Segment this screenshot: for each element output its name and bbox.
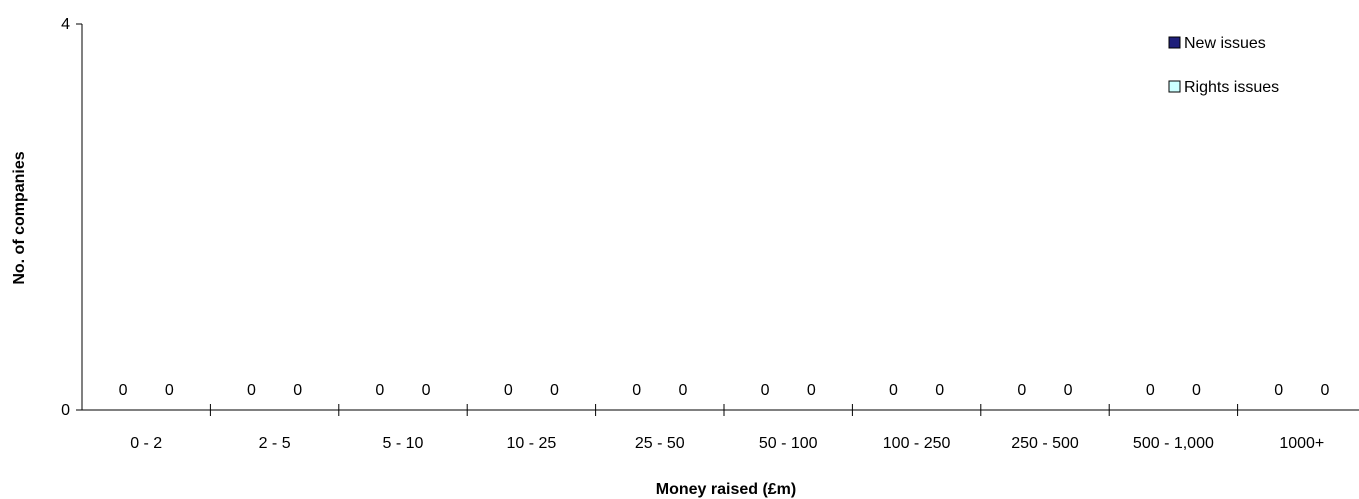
data-label: 0 — [1064, 382, 1073, 399]
x-tick-label: 5 - 10 — [383, 435, 424, 452]
data-label: 0 — [761, 382, 770, 399]
x-tick-label: 100 - 250 — [883, 435, 951, 452]
x-tick-label: 1000+ — [1279, 435, 1324, 452]
data-label: 0 — [550, 382, 559, 399]
y-axis-title: No. of companies — [11, 151, 28, 284]
data-label: 0 — [1274, 382, 1283, 399]
data-label: 0 — [1017, 382, 1026, 399]
legend-swatch — [1168, 36, 1181, 49]
data-label: 0 — [293, 382, 302, 399]
data-label: 0 — [1146, 382, 1155, 399]
data-label: 0 — [119, 382, 128, 399]
data-label: 0 — [807, 382, 816, 399]
y-tick-label: 4 — [61, 16, 70, 33]
x-tick-label: 0 - 2 — [130, 435, 162, 452]
x-tick-label: 250 - 500 — [1011, 435, 1079, 452]
data-label: 0 — [422, 382, 431, 399]
x-axis-title: Money raised (£m) — [656, 481, 796, 498]
data-label: 0 — [504, 382, 513, 399]
legend-swatch — [1168, 80, 1181, 93]
data-label: 0 — [632, 382, 641, 399]
legend-label: Rights issues — [1184, 79, 1279, 96]
x-tick-label: 500 - 1,000 — [1133, 435, 1214, 452]
legend: New issues Rights issues — [1168, 35, 1279, 96]
data-label: 0 — [375, 382, 384, 399]
data-label: 0 — [247, 382, 256, 399]
x-tick-labels-group: 0 - 2 2 - 5 5 - 10 10 - 25 25 - 50 50 - 100 10… — [130, 435, 1324, 452]
legend-label: New issues — [1184, 35, 1266, 52]
x-tick-label: 10 - 25 — [506, 435, 556, 452]
data-label: 0 — [1320, 382, 1329, 399]
y-axis-ticks: 04 — [61, 16, 82, 419]
data-label: 0 — [165, 382, 174, 399]
x-tick-label: 25 - 50 — [635, 435, 685, 452]
x-tick-label: 2 - 5 — [259, 435, 291, 452]
x-tick-label: 50 - 100 — [759, 435, 818, 452]
data-label: 0 — [1192, 382, 1201, 399]
data-label: 0 — [889, 382, 898, 399]
data-label: 0 — [678, 382, 687, 399]
data-label: 0 — [935, 382, 944, 399]
data-labels-group: 0 0 0 0 0 0 0 0 0 0 0 0 0 0 0 0 0 0 0 0 — [119, 382, 1330, 399]
x-axis-ticks — [209, 404, 1239, 416]
y-tick-label: 0 — [61, 402, 70, 419]
